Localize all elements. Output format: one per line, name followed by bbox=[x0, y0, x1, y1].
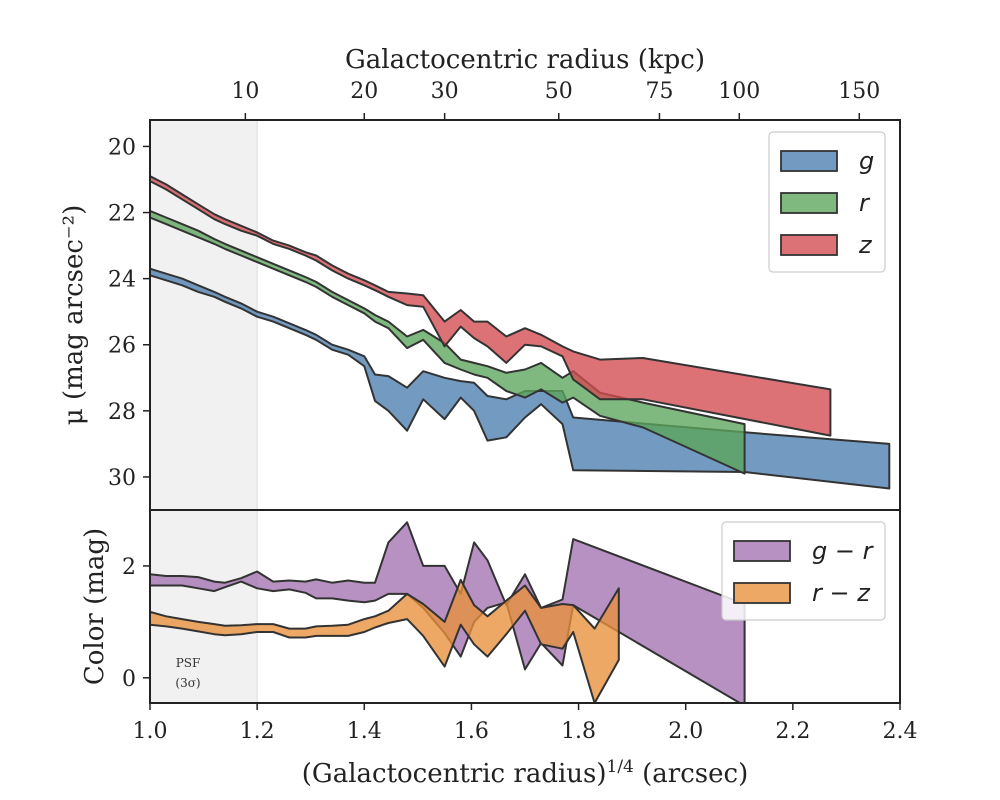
legend-label-2: z bbox=[858, 231, 873, 259]
xtick-label: 2.0 bbox=[668, 719, 703, 744]
top-tick-label: 100 bbox=[718, 79, 760, 104]
ytick-label-top: 26 bbox=[108, 334, 136, 359]
top-tick-label: 10 bbox=[231, 79, 259, 104]
xtick-label: 1.4 bbox=[347, 719, 382, 744]
legend-swatch-0 bbox=[733, 540, 791, 562]
legend-label-1: r bbox=[859, 189, 871, 217]
ytick-label-bottom: 0 bbox=[122, 667, 136, 692]
y-axis-title-top: μ (mag arcsec⁻²) bbox=[59, 205, 89, 425]
psf-label: PSF bbox=[176, 656, 201, 670]
y-axis-title-bottom: Color (mag) bbox=[80, 528, 110, 685]
legend-swatch-1 bbox=[780, 192, 838, 214]
band-rz bbox=[150, 578, 620, 703]
xtick-label: 1.0 bbox=[133, 719, 168, 744]
xtick-label: 2.4 bbox=[883, 719, 918, 744]
legend-label-0: g bbox=[859, 147, 874, 175]
xtick-label: 2.2 bbox=[775, 719, 810, 744]
legend-swatch-2 bbox=[780, 234, 838, 256]
x-axis-title: (Galactocentric radius)1/4 (arcsec) bbox=[302, 757, 748, 789]
ytick-label-top: 30 bbox=[108, 466, 136, 491]
legend-label-0: g − r bbox=[812, 537, 875, 565]
bottom-panel-frame bbox=[149, 509, 901, 704]
legend-swatch-1 bbox=[733, 582, 791, 604]
band-r bbox=[150, 209, 746, 475]
ytick-label-top: 20 bbox=[108, 135, 136, 160]
xtick-label: 1.2 bbox=[240, 719, 275, 744]
xtick-label: 1.8 bbox=[561, 719, 596, 744]
band-z bbox=[150, 175, 832, 437]
top-tick-label: 20 bbox=[350, 79, 378, 104]
top-tick-label: 75 bbox=[645, 79, 673, 104]
top-tick-label: 150 bbox=[838, 79, 880, 104]
ytick-label-top: 22 bbox=[108, 202, 136, 227]
top-tick-label: 30 bbox=[431, 79, 459, 104]
ytick-label-top: 28 bbox=[108, 400, 136, 425]
ytick-label-top: 24 bbox=[108, 268, 136, 293]
top-tick-label: 50 bbox=[545, 79, 573, 104]
psf-sigma-label: (3σ) bbox=[175, 676, 200, 690]
ytick-label-bottom: 2 bbox=[122, 555, 136, 580]
xtick-label: 1.6 bbox=[454, 719, 489, 744]
legend-swatch-0 bbox=[780, 150, 838, 172]
legend-label-1: r − z bbox=[812, 579, 871, 607]
top-axis-title: Galactocentric radius (kpc) bbox=[345, 45, 705, 75]
